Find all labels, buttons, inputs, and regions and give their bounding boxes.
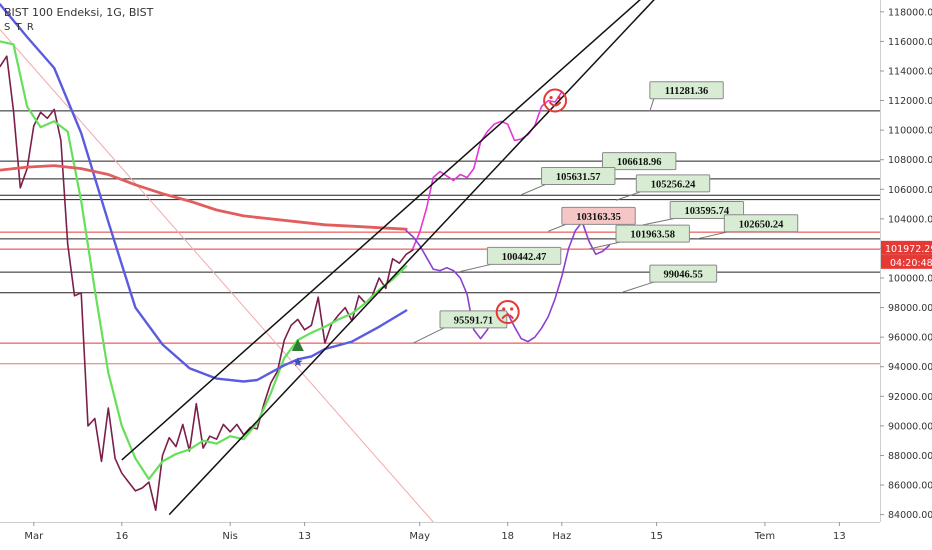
happy-face-icon [543, 88, 568, 113]
callout-label: 106618.96 [617, 157, 662, 168]
callout-label: 95591.71 [454, 315, 493, 326]
callout-pointer [615, 191, 641, 201]
indicator-label: S T R [4, 22, 35, 33]
y-tick-label: 118000.00 [888, 7, 932, 18]
channel-line [121, 0, 641, 461]
callout-label: 100442.47 [502, 252, 547, 263]
x-tick-label: 13 [298, 531, 311, 542]
face-eye [510, 307, 514, 311]
callout-box [669, 200, 745, 219]
callout-pointer [548, 223, 567, 232]
callout-box [486, 246, 562, 265]
callout-box [723, 214, 799, 233]
series-line [0, 40, 408, 481]
y-tick-label: 116000.00 [888, 37, 932, 48]
callout-pointer [412, 327, 445, 344]
series-line [0, 164, 408, 231]
face-mouth [501, 314, 514, 320]
horizontal-levels [0, 110, 880, 365]
callout-box [561, 206, 636, 225]
chart-markers [291, 88, 568, 367]
channel-lines [121, 0, 655, 516]
callout-label: 102650.24 [739, 219, 784, 230]
callout-label: 103163.35 [576, 212, 621, 223]
face-eye [549, 95, 553, 100]
x-tick-label: May [409, 531, 430, 542]
x-tick-label: Mar [24, 531, 44, 542]
callout-label: 111281.36 [665, 86, 708, 97]
callout-box [601, 152, 677, 171]
x-tick-label: Tem [754, 531, 775, 542]
callout-label: 105631.57 [556, 172, 601, 183]
countdown-badge [881, 254, 932, 269]
y-tick-label: 84000.00 [888, 510, 932, 521]
series-line [0, 3, 408, 383]
face-eye [557, 95, 561, 100]
callout-pointer [697, 231, 729, 240]
y-tick-label: 114000.00 [888, 66, 932, 77]
y-tick-label: 100000.00 [888, 274, 932, 285]
callout-label: 105256.24 [651, 179, 696, 190]
callout-pointer [460, 263, 492, 272]
callout-pointer [521, 184, 546, 196]
callout-box [649, 264, 718, 283]
price-annotations: 111281.36 106618.96 105631.57 105256.24 1035… [412, 81, 799, 344]
y-tick-label: 110000.00 [888, 126, 932, 137]
callout-label: 103595.74 [685, 206, 730, 217]
x-tick-label: 16 [115, 531, 128, 542]
callout-pointer [622, 281, 654, 293]
countdown-label: 04:20:48 [890, 258, 932, 269]
callout-box [635, 174, 711, 193]
y-tick-label: 104000.00 [888, 214, 932, 225]
face-eye [502, 307, 506, 311]
y-tick-label: 92000.00 [888, 392, 932, 403]
series-line [405, 221, 611, 343]
y-tick-label: 106000.00 [888, 185, 932, 196]
y-tick-label: 90000.00 [888, 421, 932, 432]
diagonal-line [0, 29, 434, 523]
y-tick-label: 112000.00 [888, 96, 932, 107]
x-tick-label: Haz [552, 531, 571, 542]
callout-pointer [642, 217, 675, 226]
y-axis-panel [880, 0, 932, 550]
y-tick-label: 86000.00 [888, 481, 932, 492]
callout-box [541, 166, 616, 185]
callout-pointer [649, 98, 655, 112]
current-price-badge [881, 240, 932, 255]
current-price-tag: 101972.29 04:20:48 [881, 240, 932, 269]
x-tick-label: 15 [650, 531, 663, 542]
y-tick-label: 96000.00 [888, 333, 932, 344]
current-price-label: 101972.29 [885, 244, 932, 255]
callout-label: 101963.58 [630, 230, 675, 241]
chart-title: BIST 100 Endeksi, 1G, BIST [4, 6, 154, 19]
y-tick-label: 88000.00 [888, 451, 932, 462]
callout-box [649, 81, 724, 100]
x-tick-label: 18 [501, 531, 514, 542]
y-tick-label: 94000.00 [888, 362, 932, 373]
y-tick-label: 98000.00 [888, 303, 932, 314]
x-tick-label: 13 [833, 531, 846, 542]
diagonal-trendline [0, 29, 434, 523]
callout-box [615, 224, 690, 243]
star-icon [293, 357, 303, 367]
y-axis: 84000.00 86000.00 88000.00 90000.00 92000.00… [880, 0, 932, 550]
y-tick-label: 108000.00 [888, 155, 932, 166]
callout-box [439, 310, 508, 329]
up-triangle-icon [291, 339, 304, 352]
callout-pointer [588, 241, 621, 250]
x-axis: Mar 16 Nis 13 May 18 Haz 15 Tem 13 [0, 522, 880, 542]
sad-face-icon [495, 300, 520, 325]
callout-label: 99046.55 [664, 270, 703, 281]
face-mouth [549, 101, 562, 107]
x-tick-label: Nis [222, 531, 237, 542]
series-line [412, 90, 563, 250]
channel-line [168, 0, 655, 516]
